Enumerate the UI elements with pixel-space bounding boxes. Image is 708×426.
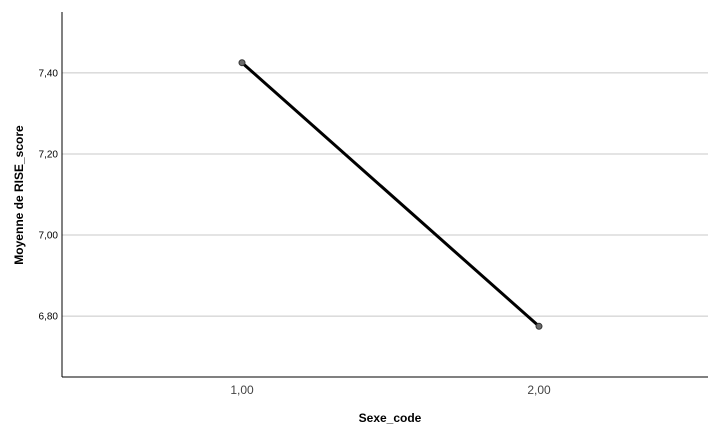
gridlines [62,72,708,317]
data-point [535,322,543,330]
y-tick-labels: 6,80 7,00 7,20 7,40 [39,68,59,322]
y-tick-label: 7,00 [39,231,59,242]
data-point [238,59,246,67]
y-axis-title: Moyenne de RISE_score [12,125,26,265]
y-tick-label: 6,80 [39,312,59,323]
x-tick-label: 1,00 [230,383,254,397]
x-axis-title: Sexe_code [359,411,422,425]
x-tick-labels: 1,00 2,00 [230,383,551,397]
y-tick-label: 7,40 [39,68,59,79]
y-tick-label: 7,20 [39,149,59,160]
x-tick-label: 2,00 [527,383,551,397]
series [238,59,543,330]
series-line [241,61,540,328]
